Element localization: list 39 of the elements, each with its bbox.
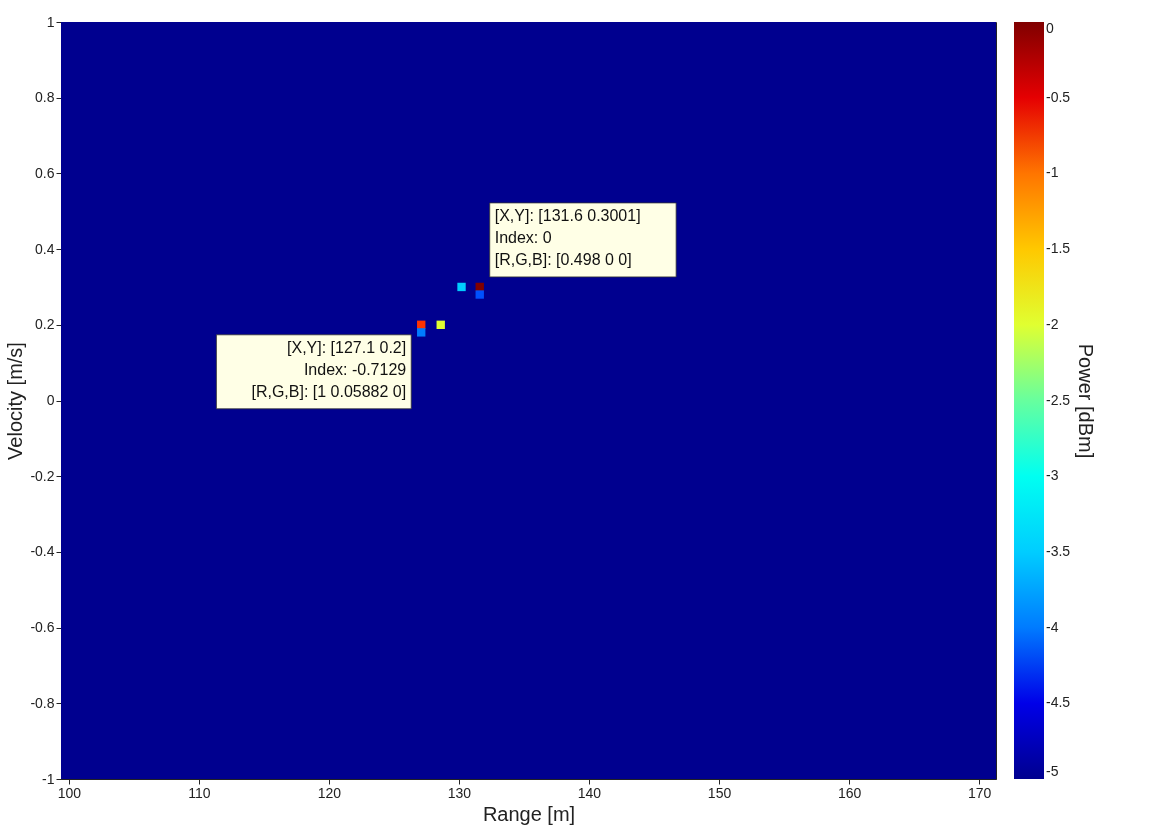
color-bar-label: -4 (1046, 618, 1059, 635)
color-bar-label: -1.5 (1046, 240, 1071, 257)
color-bar-title: Power [dBm] (1075, 343, 1097, 459)
y-tick-label: 0.8 (35, 89, 55, 106)
x-axis-title: Range [m] (482, 802, 576, 825)
color-bar-label: -2 (1046, 315, 1059, 332)
color-bar-label: -3 (1046, 467, 1059, 484)
x-tick-label: 150 (707, 784, 732, 801)
y-tick-label: 0.2 (35, 316, 55, 333)
y-tick-label: 0.4 (35, 240, 55, 257)
point (436, 320, 445, 329)
color-bar-label: -0.5 (1046, 88, 1071, 105)
y-tick-label: -0.2 (30, 467, 55, 484)
x-tick-label: 170 (967, 784, 992, 801)
x-tick-label: 110 (188, 784, 211, 801)
x-tick-label: 140 (577, 784, 602, 801)
y-axis-title: Velocity [m/s] (4, 342, 27, 460)
y-tick-label: -1 (42, 770, 55, 787)
y-tick-label: -0.6 (30, 619, 55, 636)
y-tick-label: -0.4 (30, 543, 55, 560)
x-tick-label: 120 (317, 784, 342, 801)
y-tick-label: 0 (46, 392, 55, 408)
point (417, 328, 426, 337)
color-bar-label: -5 (1046, 763, 1059, 779)
annotation: [X,Y]: [127.1 0.2] Index: -0.7129 [R,G,B]: [1 0.05882 0] (251, 338, 407, 400)
x-tick-label: 160 (837, 784, 862, 801)
color-bar-label: -2.5 (1046, 391, 1071, 408)
y-tick-label: 0.6 (35, 164, 55, 181)
y-tick-label: -0.8 (30, 694, 55, 711)
annotation: [X,Y]: [131.6 0.3001] Index: 0 [R,G,B]: [0.498 0 0] (494, 206, 641, 268)
point (457, 282, 466, 292)
color-bar-label: -1 (1046, 164, 1059, 181)
color-bar-label: -3.5 (1046, 542, 1071, 559)
x-tick-label: 100 (57, 784, 82, 801)
x-tick-label: 130 (447, 784, 472, 801)
y-tick-label: 1 (46, 13, 55, 30)
point (475, 290, 484, 299)
color-bar-label: -4.5 (1046, 694, 1071, 711)
color-bar-label: 0 (1046, 20, 1054, 36)
